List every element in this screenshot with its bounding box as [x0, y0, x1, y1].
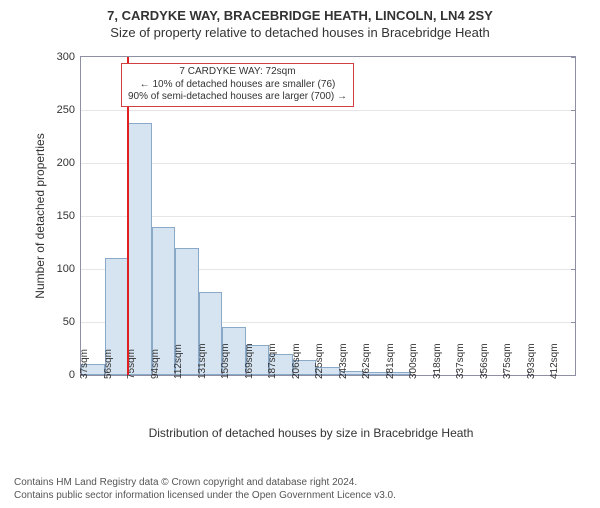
x-tick-label: 94sqm	[150, 349, 161, 379]
annotation-line-2: ← 10% of detached houses are smaller (76…	[128, 79, 347, 92]
y-tick-mark	[571, 216, 576, 217]
footer-attribution: Contains HM Land Registry data © Crown c…	[14, 476, 396, 502]
x-tick-label: 262sqm	[361, 343, 372, 379]
y-tick-label: 200	[57, 157, 81, 169]
y-tick-label: 100	[57, 263, 81, 275]
x-tick-label: 393sqm	[526, 343, 537, 379]
y-tick-mark	[571, 163, 576, 164]
x-tick-label: 131sqm	[197, 343, 208, 379]
x-tick-label: 356sqm	[479, 343, 490, 379]
annotation-line-3: 90% of semi-detached houses are larger (…	[128, 91, 347, 104]
footer-line-2: Contains public sector information licen…	[14, 489, 396, 502]
plot-area: 05010015020025030037sqm56sqm75sqm94sqm11…	[80, 56, 576, 376]
x-tick-label: 412sqm	[549, 343, 560, 379]
x-tick-label: 375sqm	[502, 343, 513, 379]
annotation-line-1: 7 CARDYKE WAY: 72sqm	[128, 66, 347, 79]
x-tick-label: 112sqm	[173, 344, 184, 379]
x-tick-label: 337sqm	[455, 343, 466, 379]
y-tick-label: 150	[57, 210, 81, 222]
gridline	[81, 216, 575, 217]
x-tick-label: 281sqm	[385, 343, 396, 379]
x-tick-label: 187sqm	[267, 343, 278, 379]
y-tick-mark	[571, 57, 576, 58]
y-tick-label: 50	[63, 316, 81, 328]
y-tick-mark	[571, 375, 576, 376]
x-tick-label: 225sqm	[314, 343, 325, 379]
x-tick-label: 169sqm	[244, 343, 255, 379]
gridline	[81, 110, 575, 111]
x-tick-label: 56sqm	[103, 349, 114, 379]
footer-line-1: Contains HM Land Registry data © Crown c…	[14, 476, 396, 489]
x-tick-label: 300sqm	[408, 343, 419, 379]
y-tick-mark	[571, 110, 576, 111]
x-tick-label: 243sqm	[338, 343, 349, 379]
y-tick-label: 300	[57, 51, 81, 63]
gridline	[81, 163, 575, 164]
x-tick-label: 206sqm	[291, 343, 302, 379]
page-subtitle: Size of property relative to detached ho…	[0, 25, 600, 40]
histogram-bar	[128, 123, 152, 375]
x-tick-label: 318sqm	[432, 343, 443, 379]
y-axis-label: Number of detached properties	[33, 133, 47, 298]
y-tick-label: 250	[57, 104, 81, 116]
page-title: 7, CARDYKE WAY, BRACEBRIDGE HEATH, LINCO…	[0, 8, 600, 23]
x-tick-label: 37sqm	[79, 349, 90, 379]
y-tick-mark	[571, 269, 576, 270]
chart-container: Number of detached properties 0501001502…	[46, 56, 576, 402]
y-tick-mark	[571, 322, 576, 323]
x-tick-label: 150sqm	[220, 343, 231, 379]
x-axis-label: Distribution of detached houses by size …	[46, 426, 576, 440]
annotation-box: 7 CARDYKE WAY: 72sqm ← 10% of detached h…	[121, 63, 354, 107]
